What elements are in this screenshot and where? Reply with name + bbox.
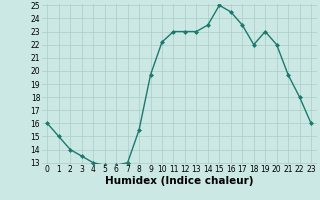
X-axis label: Humidex (Indice chaleur): Humidex (Indice chaleur) (105, 176, 253, 186)
